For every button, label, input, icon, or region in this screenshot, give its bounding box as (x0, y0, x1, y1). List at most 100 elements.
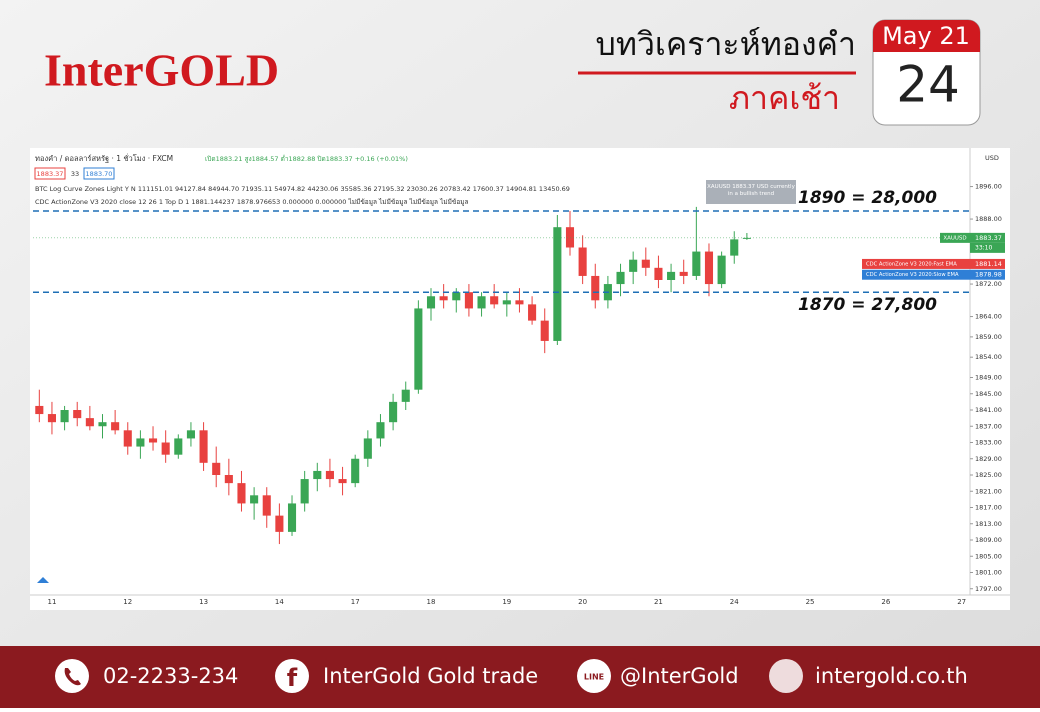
calendar-top (873, 20, 980, 52)
candle-body (641, 259, 650, 268)
candle-body (60, 410, 69, 423)
candle-body (73, 410, 82, 419)
candle-body (464, 292, 473, 309)
price-tag-name: XAUUSD (943, 235, 966, 241)
candle-body (275, 515, 284, 532)
candle-body (704, 251, 714, 285)
candle-body (692, 251, 701, 276)
candle-body (325, 470, 334, 480)
candle-body (565, 227, 575, 248)
candle-body (123, 430, 132, 447)
bid-box (34, 167, 66, 180)
y-tick-label: 1859.00 (975, 333, 1002, 341)
candle-body (414, 308, 423, 390)
y-tick-label: 1825.00 (975, 471, 1002, 479)
indicator-1: BTC Log Curve Zones Light Y N 111151.01 … (35, 185, 570, 193)
line-icon (577, 659, 611, 693)
candle-body (199, 430, 208, 463)
note-wrap: XAUUSD 1883.37 USD currently in a bullis… (707, 184, 795, 197)
candle-body (515, 300, 524, 305)
web-icon (769, 659, 803, 693)
note: XAUUSD 1883.37 USD currently in a bullis… (707, 184, 795, 197)
price-tag (970, 258, 1005, 269)
footer-phone: 02-2233-234 (103, 664, 238, 688)
candle-body (85, 418, 94, 427)
candle-body (629, 259, 638, 272)
countdown-box (970, 242, 1005, 253)
phone-glyph (64, 668, 81, 686)
calendar-day: 24 (896, 56, 960, 114)
candle-body (667, 271, 676, 280)
x-tick-label: 11 (47, 598, 56, 606)
y-tick-label: 1817.00 (975, 504, 1002, 512)
phone-icon (55, 659, 89, 693)
x-tick-label: 18 (427, 598, 436, 606)
footer (0, 646, 1040, 708)
y-tick-label: 1864.00 (975, 313, 1002, 321)
candle-body (338, 479, 347, 484)
candle-body (47, 414, 56, 423)
price-tag-name-box (862, 269, 970, 280)
ask-box (83, 167, 115, 180)
facebook-icon (275, 659, 309, 693)
x-tick-label: 26 (881, 598, 890, 606)
price-tag-name-box (940, 232, 970, 243)
price-tag-name: CDC ActionZone V3 2020:Slow EMA (866, 272, 959, 278)
header-subtitle: ภาคเช้า (729, 79, 840, 117)
candle-body (389, 401, 398, 423)
candle-body (540, 320, 549, 341)
y-tick-label: 1829.00 (975, 455, 1002, 463)
symbol: ทองคำ / ดอลลาร์สหรัฐ · 1 ชั่วโมง · FXCM (35, 153, 173, 163)
spread: 33 (71, 170, 79, 178)
candle-body (111, 422, 120, 431)
candle-body (452, 292, 461, 301)
line-glyph: LINE (584, 673, 604, 682)
x-tick-label: 24 (730, 598, 739, 606)
price-tag (970, 269, 1005, 280)
candle-body (616, 271, 625, 285)
level-label: 1890 = 28,000 (798, 188, 937, 208)
plot: 1896.00 1888.00 1872.00 1864.00 1859.00 1854.… (33, 183, 1005, 606)
bid: 1883.37 (37, 170, 64, 178)
y-tick-label: 1805.00 (975, 552, 1002, 560)
candle-body (654, 267, 663, 280)
y-tick-label: 1849.00 (975, 374, 1002, 382)
candle-body (351, 458, 360, 484)
currency: USD (985, 154, 999, 162)
y-tick-label: 1872.00 (975, 280, 1002, 288)
candle-body (212, 462, 221, 475)
y-tick-label: 1888.00 (975, 215, 1002, 223)
candle-body (502, 300, 511, 305)
y-tick-label: 1841.00 (975, 406, 1002, 414)
candle-body (148, 438, 158, 443)
ohlc: เปิด1883.21 สูง1884.57 ต่ำ1882.88 ปิด188… (205, 154, 408, 163)
price-tag (970, 232, 1005, 243)
level-label: 1870 = 27,800 (798, 295, 937, 315)
calendar-month: May 21 (882, 22, 970, 50)
candle-body (717, 255, 726, 285)
candle-body (553, 227, 562, 341)
y-tick-label: 1833.00 (975, 439, 1002, 447)
y-tick-label: 1813.00 (975, 520, 1002, 528)
candle-body (237, 483, 246, 504)
candle-body (679, 271, 688, 276)
x-tick-label: 27 (957, 598, 966, 606)
x-tick-label: 17 (351, 598, 360, 606)
price-tag-value: 1881.14 (975, 260, 1002, 268)
candle-body (528, 304, 537, 321)
price-tag-value: 1883.37 (975, 234, 1002, 242)
candle-body (439, 296, 448, 301)
candle-body (313, 470, 322, 480)
price-tag-name-box (862, 258, 970, 269)
candle-body (363, 438, 372, 459)
x-tick-label: 13 (199, 598, 208, 606)
candle-body (591, 275, 600, 301)
candle-body (250, 495, 259, 504)
x-tick-label: 20 (578, 598, 587, 606)
candle-body (35, 405, 44, 415)
price-tag-value: 1878.98 (975, 271, 1002, 279)
countdown: 33:10 (975, 244, 992, 251)
candle-body (224, 475, 233, 484)
footer-facebook: InterGold Gold trade (323, 664, 538, 688)
